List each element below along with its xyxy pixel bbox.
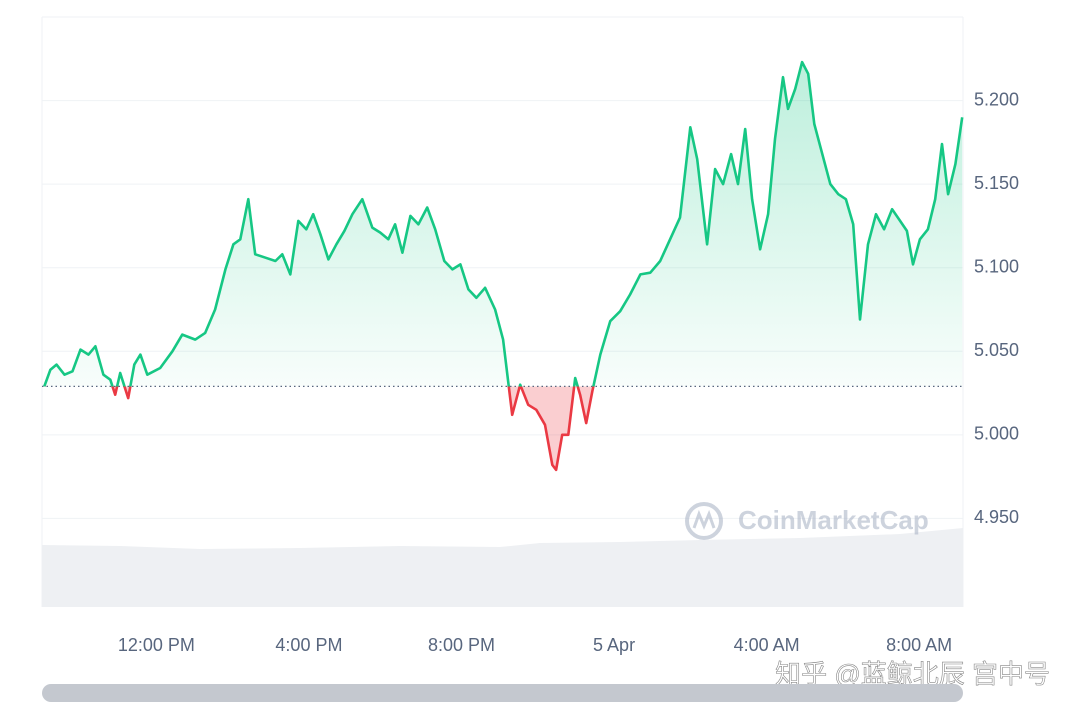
area-fill: [44, 62, 963, 470]
y-tick-label: 4.950: [974, 507, 1019, 527]
y-tick-label: 5.200: [974, 89, 1019, 109]
y-tick-label: 5.050: [974, 340, 1019, 360]
volume-area: [42, 528, 963, 607]
x-tick-label: 12:00 PM: [118, 635, 195, 655]
watermark-logo-mark: [692, 509, 716, 530]
x-tick-label: 8:00 PM: [428, 635, 495, 655]
watermark: CoinMarketCap: [685, 502, 929, 540]
y-tick-label: 5.150: [974, 173, 1019, 193]
y-tick-label: 5.100: [974, 256, 1019, 276]
y-tick-label: 5.000: [974, 424, 1019, 444]
x-tick-label: 4:00 PM: [275, 635, 342, 655]
x-tick-label: 8:00 AM: [886, 635, 952, 655]
watermark-logo: [685, 502, 723, 540]
x-tick-label: 4:00 AM: [734, 635, 800, 655]
scrollbar[interactable]: [42, 684, 963, 702]
x-tick-label: 5 Apr: [593, 635, 635, 655]
watermark-text: CoinMarketCap: [738, 505, 929, 535]
price-line: [43, 60, 964, 472]
